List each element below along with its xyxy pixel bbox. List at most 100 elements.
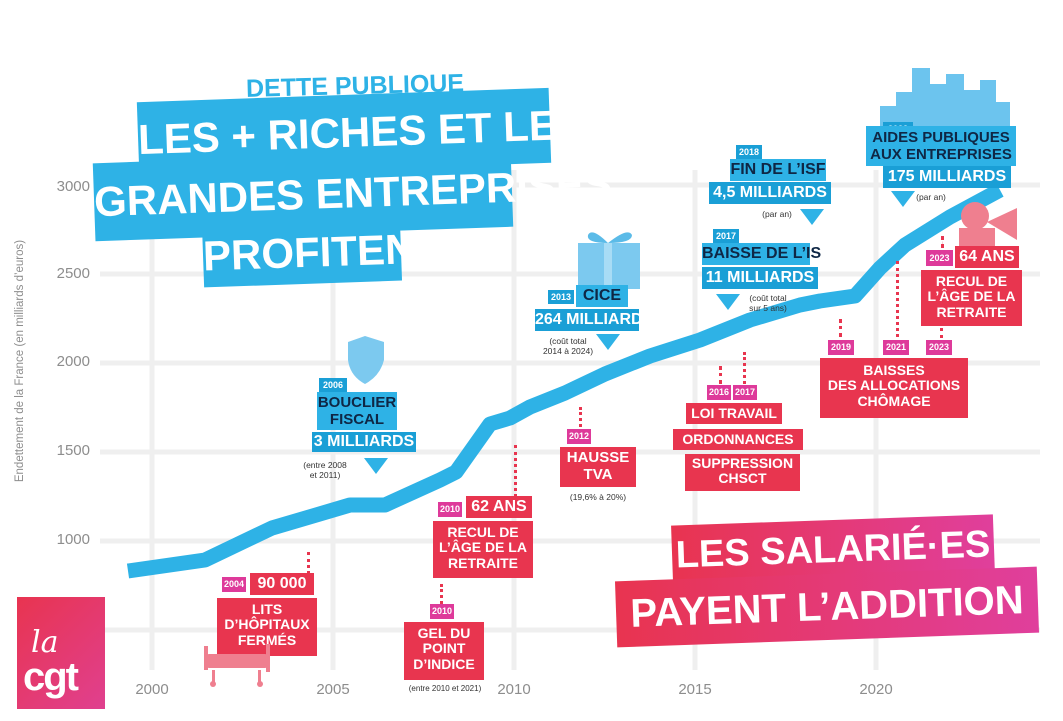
protester-megaphone-icon <box>959 202 1017 250</box>
logo-top-text: la <box>31 625 59 660</box>
year-badge-2023-retraite: 2023 <box>926 250 953 266</box>
connector-2017 <box>743 352 746 384</box>
bouclier-title-2: FISCAL <box>329 410 385 428</box>
x-tick-2010: 2010 <box>497 681 531 698</box>
lits-amount: 90 000 <box>250 573 314 595</box>
is-title: BAISSE DE L’IS <box>702 243 821 265</box>
tva-note: (19,6% à 20%) <box>569 492 627 502</box>
title-line-3: PROFITENT <box>201 218 442 288</box>
x-tick-2015: 2015 <box>678 681 712 698</box>
retraite64-amount: 64 ANS <box>955 246 1019 268</box>
logo-bottom-text: cgt <box>23 655 79 699</box>
is-note: (coût total sur 5 ans) <box>745 293 791 313</box>
gift-icon <box>578 232 640 289</box>
ordonnances-label: ORDONNANCES <box>673 429 803 450</box>
connector-2010 <box>514 445 517 497</box>
tva-title-2: TVA <box>583 465 613 483</box>
retraite64-title-3: RETRAITE <box>936 303 1007 320</box>
is-note-2: sur 5 ans) <box>749 303 787 314</box>
suppression-label: SUPPRESSION <box>691 455 794 471</box>
aides-amount: 175 MILLIARDS <box>883 166 1011 188</box>
cice-title: CICE <box>576 285 628 307</box>
retraite62-title-3: RETRAITE <box>448 554 518 571</box>
chsct-label: CHSCT <box>718 470 767 487</box>
coins-icon <box>880 68 1010 130</box>
connector-2012 <box>579 407 582 427</box>
pointer-2013 <box>596 334 620 350</box>
connector-2021 <box>896 261 899 337</box>
gel-title-1: GEL DU <box>417 625 471 641</box>
gel-note: (entre 2010 et 2021) <box>408 684 482 693</box>
pointer-2018 <box>800 209 824 225</box>
year-badge-2016: 2016 <box>707 385 731 400</box>
is-note-1: (coût total <box>749 293 787 303</box>
retraite62-title-1: RECUL DE <box>447 524 519 540</box>
connector-2023-b <box>940 328 943 338</box>
aides-note: (par an) <box>916 192 946 202</box>
connector-2023-a <box>941 236 944 248</box>
loi-travail-label: LOI TRAVAIL <box>686 403 782 424</box>
cice-note: (coût total 2014 à 2024) <box>540 336 596 356</box>
retraite62-title: RECUL DE L’ÂGE DE LA RETRAITE <box>433 521 533 578</box>
year-badge-2019: 2019 <box>828 340 854 355</box>
y-tick-2500: 2500 <box>56 265 90 282</box>
chomage-title-1: BAISSES <box>863 362 925 378</box>
tva-title: HAUSSE TVA <box>560 447 636 487</box>
year-badge-2023-chomage: 2023 <box>926 340 952 355</box>
year-badge-2010-gel: 2010 <box>430 604 454 619</box>
gel-title-3: D’INDICE <box>413 655 475 672</box>
year-badge-2006: 2006 <box>319 378 347 392</box>
retraite64-title-1: RECUL DE <box>935 273 1008 289</box>
year-badge-2012: 2012 <box>567 429 591 444</box>
x-tick-2020: 2020 <box>859 681 893 698</box>
lits-title-2: D’HÔPITAUX <box>224 616 310 633</box>
x-tick-2005: 2005 <box>316 681 350 698</box>
cice-note-1: (coût total <box>549 336 587 346</box>
retraite62-title-2: L’ÂGE DE LA <box>439 539 527 556</box>
bouclier-note-2: et 2011) <box>309 470 341 481</box>
gel-title-2: POINT <box>422 640 466 657</box>
cice-amount: 264 MILLIARDS <box>535 309 653 331</box>
retraite62-amount: 62 ANS <box>466 496 532 518</box>
gel-title: GEL DU POINT D’INDICE <box>404 622 484 680</box>
y-tick-1500: 1500 <box>56 442 90 459</box>
year-badge-2021: 2021 <box>883 340 909 355</box>
connector-2004 <box>307 552 310 574</box>
bouclier-note: (entre 2008 et 2011) <box>300 460 350 480</box>
y-tick-1000: 1000 <box>56 531 90 548</box>
aides-title: AIDES PUBLIQUES AUX ENTREPRISES <box>866 126 1016 166</box>
suppression-chsct-label: SUPPRESSION CHSCT <box>685 454 800 491</box>
year-badge-2010-retraite: 2010 <box>438 502 462 517</box>
pointer-2022 <box>891 191 915 207</box>
aides-title-2: AUX ENTREPRISES <box>870 145 1012 163</box>
connector-2016 <box>719 366 722 384</box>
isf-title: FIN DE L’ISF <box>730 159 826 181</box>
cgt-logo: la cgt <box>17 597 105 709</box>
cice-note-2: 2014 à 2024) <box>542 346 594 357</box>
year-badge-2017-travail: 2017 <box>733 385 757 400</box>
chomage-title: BAISSES DES ALLOCATIONS CHÔMAGE <box>820 358 968 418</box>
chomage-title-3: CHÔMAGE <box>857 392 931 409</box>
aides-title-1: AIDES PUBLIQUES <box>872 129 1010 146</box>
y-tick-3000: 3000 <box>56 178 90 195</box>
year-badge-2017-is: 2017 <box>713 229 739 243</box>
lits-title-1: LITS <box>251 601 283 617</box>
shield-icon <box>348 336 384 384</box>
pointer-2006 <box>364 458 388 474</box>
connector-2019 <box>839 319 842 337</box>
retraite64-title-2: L’ÂGE DE LA <box>927 288 1016 305</box>
pointer-2017 <box>716 294 740 310</box>
year-badge-2018: 2018 <box>736 145 762 159</box>
chomage-title-2: DES ALLOCATIONS <box>827 377 961 394</box>
connector-2010-gel <box>440 584 443 604</box>
lits-title-3: FERMÉS <box>237 631 297 648</box>
bouclier-title: BOUCLIER FISCAL <box>317 392 397 430</box>
year-badge-2004: 2004 <box>222 577 246 592</box>
year-badge-2013: 2013 <box>548 290 574 304</box>
isf-note: (par an) <box>762 209 792 219</box>
tva-title-1: HAUSSE <box>566 449 630 466</box>
retraite64-title: RECUL DE L’ÂGE DE LA RETRAITE <box>921 270 1022 326</box>
y-tick-2000: 2000 <box>56 353 90 370</box>
